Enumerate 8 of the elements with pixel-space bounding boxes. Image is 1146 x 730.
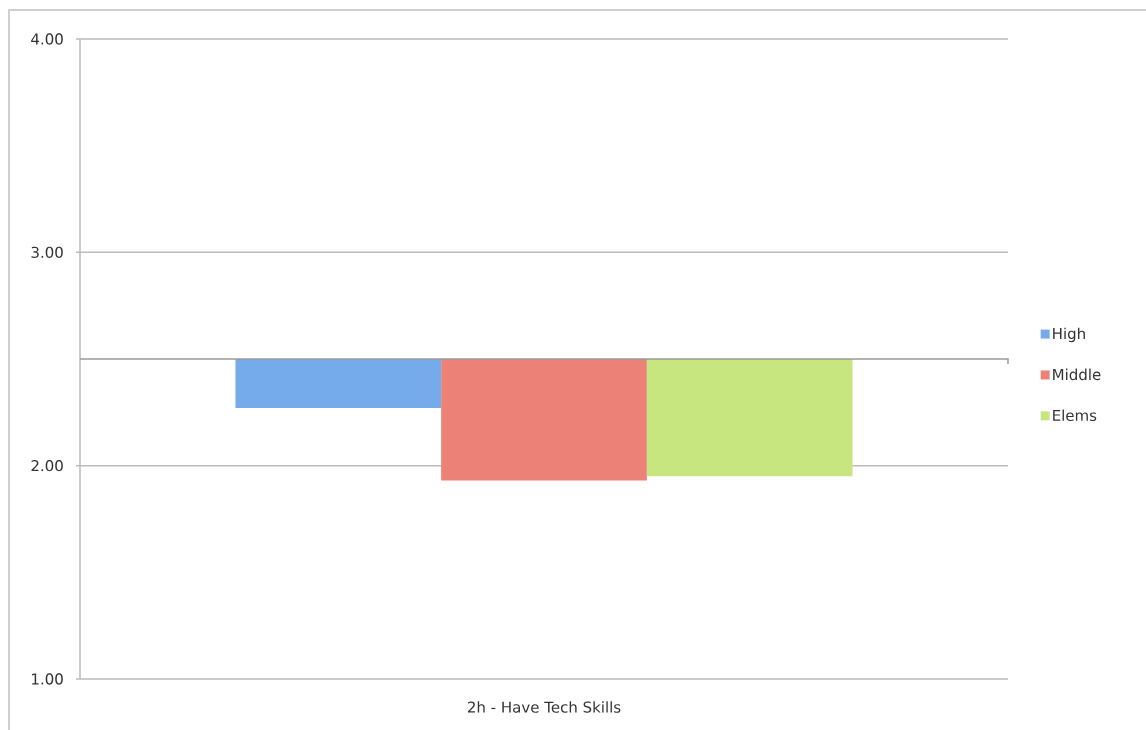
x-tick-label: 2h - Have Tech Skills (467, 701, 621, 713)
y-tick-label: 3.00 (31, 246, 63, 258)
y-tick-label: 4.00 (31, 33, 63, 45)
legend-label: High (1053, 327, 1085, 343)
y-tick-label: 1.00 (32, 673, 63, 685)
legend-label: Middle (1053, 368, 1101, 381)
y-tick-label: 2.00 (31, 459, 63, 472)
legend-label: Elems (1053, 409, 1097, 422)
